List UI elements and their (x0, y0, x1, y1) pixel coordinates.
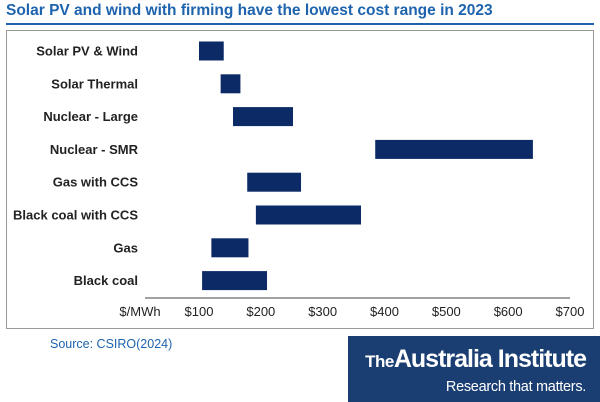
source-note: Source: CSIRO(2024) (50, 337, 173, 351)
x-tick-label: $300 (308, 304, 337, 319)
x-tick-label: $200 (246, 304, 275, 319)
range-bar (220, 74, 241, 94)
x-tick-label: $400 (370, 304, 399, 319)
range-bar (375, 139, 533, 159)
range-bar (199, 41, 224, 61)
category-label: Black coal (74, 273, 138, 288)
x-tick-label: $600 (494, 304, 523, 319)
category-label: Gas (113, 240, 138, 255)
range-bar-chart: Solar PV & Wind Solar Thermal Nuclear - La… (13, 41, 584, 319)
category-label: Black coal with CCS (13, 208, 138, 223)
category-label: Solar PV & Wind (36, 44, 138, 59)
category-label: Gas with CCS (53, 175, 139, 190)
brand-logo: TheAustralia Institute Research that mat… (348, 336, 600, 402)
x-tick-label: $100 (185, 304, 214, 319)
title-divider (6, 23, 594, 25)
category-label: Nuclear - Large (43, 109, 138, 124)
range-bars (199, 41, 533, 291)
x-tick-label: $500 (432, 304, 461, 319)
category-labels: Solar PV & Wind Solar Thermal Nuclear - La… (13, 44, 139, 289)
range-bar (233, 107, 293, 127)
category-label: Nuclear - SMR (50, 142, 139, 157)
range-bar (202, 271, 268, 291)
brand-tagline: Research that matters. (445, 379, 586, 395)
category-label: Solar Thermal (51, 76, 138, 91)
plot-frame (6, 30, 594, 329)
x-tick-labels: $/MWh $100 $200 $300 $400 $500 $600 $700 (119, 304, 584, 319)
chart-title: Solar PV and wind with firming have the … (6, 2, 493, 19)
x-tick-label: $700 (556, 304, 585, 319)
x-axis-unit-label: $/MWh (119, 304, 160, 319)
range-bar (211, 238, 249, 258)
brand-name: TheAustralia Institute (365, 345, 587, 373)
range-bar (247, 172, 302, 192)
range-bar (255, 205, 362, 225)
